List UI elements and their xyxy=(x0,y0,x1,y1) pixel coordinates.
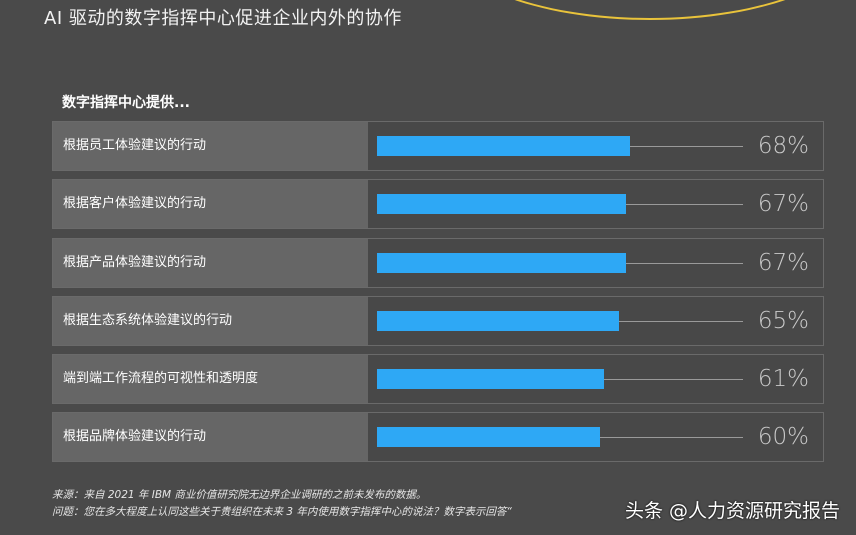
category-label: 根据品牌体验建议的行动 xyxy=(53,413,368,461)
category-label: 根据生态系统体验建议的行动 xyxy=(53,297,368,345)
chart-row: 根据客户体验建议的行动 67% xyxy=(52,179,824,229)
question-footnote: 问题：您在多大程度上认同这些关于贵组织在未来 3 年内使用数字指挥中心的说法？数… xyxy=(52,506,512,518)
chart-row: 根据生态系统体验建议的行动 65% xyxy=(52,296,824,346)
chart-row: 根据产品体验建议的行动 67% xyxy=(52,238,824,288)
category-label: 根据客户体验建议的行动 xyxy=(53,180,368,228)
category-label: 端到端工作流程的可视性和透明度 xyxy=(53,355,368,403)
bar xyxy=(377,427,600,447)
bar xyxy=(377,369,604,389)
source-footnote: 来源：来自 2021 年 IBM 商业价值研究院无边界企业调研的之前未发布的数据… xyxy=(52,489,427,501)
bar xyxy=(377,194,626,214)
value-label: 68% xyxy=(757,133,809,159)
bar xyxy=(377,311,619,331)
category-label: 根据产品体验建议的行动 xyxy=(53,239,368,287)
bar xyxy=(377,136,630,156)
chart-row: 端到端工作流程的可视性和透明度 61% xyxy=(52,354,824,404)
category-label: 根据员工体验建议的行动 xyxy=(53,122,368,170)
page-title: AI 驱动的数字指挥中心促进企业内外的协作 xyxy=(44,8,402,29)
value-label: 61% xyxy=(757,366,809,392)
value-label: 67% xyxy=(757,250,809,276)
value-label: 67% xyxy=(757,191,809,217)
section-label: 数字指挥中心提供... xyxy=(62,95,190,111)
value-label: 60% xyxy=(757,424,809,450)
chart-row: 根据员工体验建议的行动 68% xyxy=(52,121,824,171)
decorative-arc xyxy=(440,0,856,20)
watermark: 头条 @人力资源研究报告 xyxy=(624,500,840,522)
chart-row: 根据品牌体验建议的行动 60% xyxy=(52,412,824,462)
bar xyxy=(377,253,626,273)
value-label: 65% xyxy=(757,308,809,334)
